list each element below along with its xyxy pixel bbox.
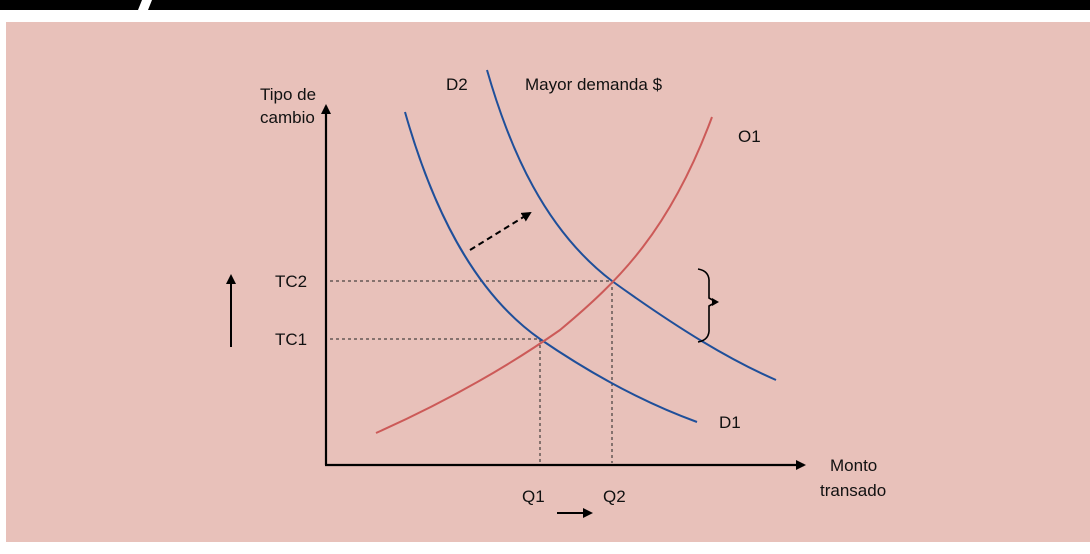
- label-o1: O1: [738, 127, 761, 146]
- header-bar: [0, 0, 1090, 10]
- label-tc1: TC1: [275, 330, 307, 349]
- label-q2: Q2: [603, 487, 626, 506]
- label-shift-note: Mayor demanda $: [525, 75, 663, 94]
- label-q1: Q1: [522, 487, 545, 506]
- y-axis-label-line2: cambio: [260, 108, 315, 127]
- label-d1: D1: [719, 413, 741, 432]
- y-axis-label-line1: Tipo de: [260, 85, 316, 104]
- x-axis-label-line1: Monto: [830, 456, 877, 475]
- x-axis-label-line2: transado: [820, 481, 886, 500]
- label-d2: D2: [446, 75, 468, 94]
- label-tc2: TC2: [275, 272, 307, 291]
